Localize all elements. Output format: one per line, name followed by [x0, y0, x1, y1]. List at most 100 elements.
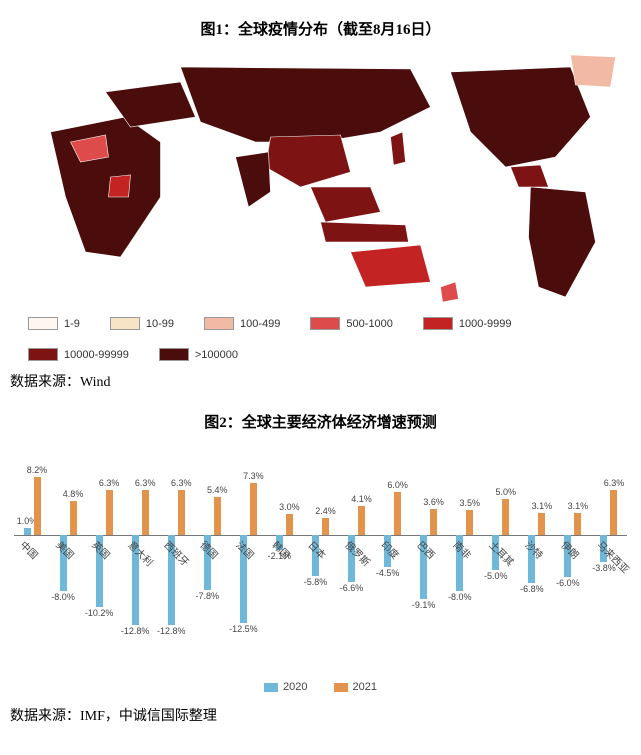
bar-group: -6.0%3.1%伊朗	[555, 464, 591, 641]
bar-value-label: -6.6%	[340, 583, 364, 593]
bar-value-label: 3.6%	[423, 497, 444, 507]
bar-group: -5.8% 2.4% 日本	[302, 464, 338, 641]
bar-group: -9.1%3.6%巴西	[411, 464, 447, 641]
legend-item: 500-1000	[310, 317, 393, 330]
bar-value-label: 6.3%	[171, 478, 192, 488]
map-region	[511, 165, 549, 187]
category-label: 中国	[17, 537, 42, 562]
chart-legend-item: 2020	[264, 681, 307, 693]
bar-value-label: 3.1%	[568, 501, 589, 511]
map-region	[441, 282, 459, 302]
bar-value-label: -7.8%	[196, 591, 220, 601]
bar-value-label: -5.0%	[484, 571, 508, 581]
bar-value-label: 2.4%	[315, 506, 336, 516]
bar-value-label: 5.0%	[496, 487, 517, 497]
bar-value-label: -12.5%	[229, 624, 258, 634]
category-label: 印度	[378, 537, 403, 562]
chart-legend-item: 2021	[334, 681, 377, 693]
bar	[142, 490, 149, 535]
figure2-title: 图2：全球主要经济体经济增速预测	[10, 411, 631, 432]
bar-group: -8.0%4.8%美国	[50, 464, 86, 641]
category-label: 意大利	[126, 537, 158, 569]
bar	[24, 528, 31, 535]
map-region	[266, 135, 351, 187]
bar	[394, 492, 401, 534]
bar-value-label: -12.8%	[121, 626, 150, 636]
legend-swatch	[423, 317, 453, 330]
category-label: 日本	[306, 537, 331, 562]
map-region	[311, 187, 381, 222]
bar	[502, 499, 509, 534]
bar	[286, 514, 293, 535]
figure1-source: 数据来源：Wind	[10, 371, 631, 391]
chart-legend: 2020 2021	[10, 681, 631, 693]
bar-group: 1.0%8.2%中国	[14, 464, 50, 641]
map-region	[529, 187, 596, 297]
category-label: 俄罗斯	[342, 537, 374, 569]
map-region	[451, 67, 591, 167]
bar-value-label: 6.0%	[387, 480, 408, 490]
legend-swatch	[334, 683, 348, 692]
bar-value-label: -5.8%	[304, 577, 328, 587]
category-label: 法国	[234, 537, 259, 562]
bar-group: -7.8%5.4%德国	[194, 464, 230, 641]
map-region	[391, 132, 406, 165]
bar-group: -6.8% 3.1% 沙特	[519, 464, 555, 641]
category-label: 土耳其	[486, 537, 518, 569]
bar-value-label: 4.8%	[63, 489, 84, 499]
legend-swatch	[159, 348, 189, 361]
map-legend: 1-910-99100-499500-10001000-999910000-99…	[28, 317, 631, 361]
world-map-svg	[10, 47, 631, 307]
category-label: 沙特	[522, 537, 547, 562]
bar-value-label: -6.8%	[520, 584, 544, 594]
legend-label: 1000-9999	[459, 318, 512, 330]
legend-series-name: 2020	[283, 681, 307, 693]
bar-value-label: 6.3%	[99, 478, 120, 488]
legend-swatch	[310, 317, 340, 330]
map-region	[321, 222, 409, 242]
legend-label: >100000	[195, 349, 238, 361]
bar	[178, 490, 185, 535]
bar-value-label: 6.3%	[604, 478, 625, 488]
figure2-source: 数据来源：IMF，中诚信国际整理	[10, 705, 631, 725]
legend-series-name: 2021	[353, 681, 377, 693]
legend-item: 1000-9999	[423, 317, 512, 330]
bar-value-label: 3.1%	[532, 501, 553, 511]
bar-group: -3.8%6.3%马来西亚	[591, 464, 627, 641]
legend-item: 10000-99999	[28, 348, 129, 361]
figure1-title: 图1：全球疫情分布（截至8月16日）	[10, 18, 631, 39]
bar-group: -10.2%6.3%英国	[86, 464, 122, 641]
legend-swatch	[264, 683, 278, 692]
legend-item: 10-99	[110, 317, 174, 330]
bar	[430, 509, 437, 534]
bar	[322, 518, 329, 535]
bar-group: -5.0% 5.0% 土耳其	[483, 464, 519, 641]
bar-group: -2.1%3.0%韩国	[266, 464, 302, 641]
world-map	[10, 47, 631, 307]
legend-swatch	[28, 317, 58, 330]
map-region	[571, 55, 616, 87]
bar-value-label: 4.1%	[351, 494, 372, 504]
bar	[574, 513, 581, 535]
category-label: 美国	[53, 537, 78, 562]
source-label: 数据来源：	[10, 375, 80, 390]
category-label: 巴西	[414, 537, 439, 562]
map-region	[181, 67, 431, 142]
legend-swatch	[28, 348, 58, 361]
bar-value-label: 3.5%	[459, 498, 480, 508]
legend-swatch	[204, 317, 234, 330]
bar-value-label: -4.5%	[376, 568, 400, 578]
source-value: IMF，中诚信国际整理	[80, 709, 217, 724]
bar-value-label: 7.3%	[243, 471, 264, 481]
legend-item: 1-9	[28, 317, 80, 330]
bar-value-label: -6.0%	[556, 578, 580, 588]
map-region	[236, 152, 271, 207]
bar	[70, 501, 77, 535]
bar-value-label: 8.2%	[27, 465, 48, 475]
category-label: 南非	[450, 537, 475, 562]
bar	[466, 510, 473, 535]
source-label: 数据来源：	[10, 709, 80, 724]
bar-value-label: 3.0%	[279, 502, 300, 512]
bar	[34, 477, 41, 535]
category-label: 西班牙	[162, 537, 194, 569]
